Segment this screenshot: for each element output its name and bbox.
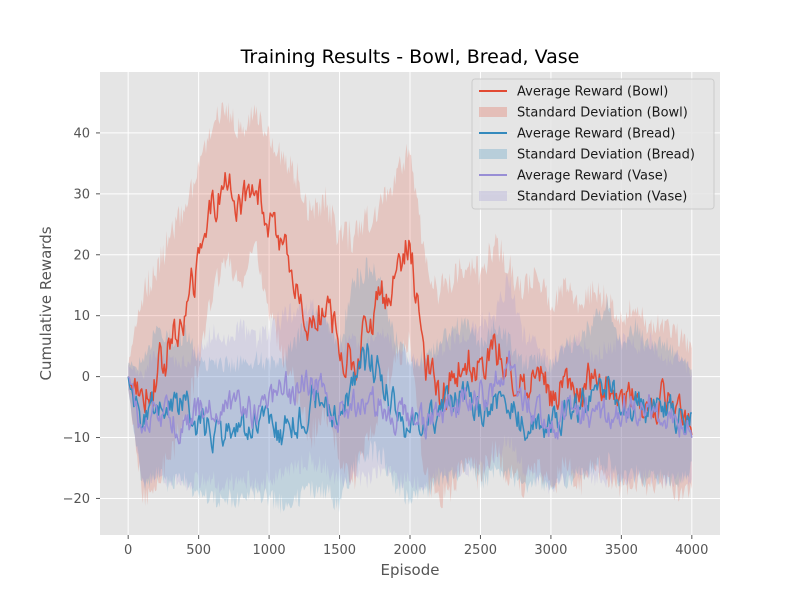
legend-band-swatch: [479, 149, 507, 159]
legend-band-swatch: [479, 107, 507, 117]
y-tick-label: 40: [73, 126, 90, 141]
x-tick-label: 4000: [675, 543, 708, 558]
legend-entry-label: Standard Deviation (Bread): [517, 148, 695, 163]
y-tick-label: 0: [82, 370, 90, 385]
legend-box: [471, 78, 715, 210]
x-tick-label: 1000: [253, 543, 286, 558]
legend-entry-label: Standard Deviation (Bowl): [517, 106, 688, 121]
legend-entry-label: Standard Deviation (Vase): [517, 190, 687, 205]
y-tick-label: −20: [63, 492, 90, 507]
std-band-bread: [128, 257, 692, 514]
x-tick-label: 3500: [605, 543, 638, 558]
y-tick-label: −10: [63, 431, 90, 446]
legend-entry-label: Average Reward (Bowl): [517, 85, 668, 100]
mean-line-vase: [127, 350, 693, 445]
std-bands: [128, 102, 692, 514]
x-tick-label: 0: [124, 543, 132, 558]
legend: Average Reward (Bowl) Standard Deviation …: [471, 78, 715, 210]
legend-entry-label: Average Reward (Bread): [517, 127, 675, 142]
y-tick-label: 10: [73, 309, 90, 324]
y-tick-label: 20: [73, 248, 90, 263]
mean-line-bread: [127, 343, 692, 454]
x-tick-label: 500: [186, 543, 211, 558]
ticks: 0 500 1000 1500 2000 2500 3000 3500 4000 −20 −10 0 1…: [63, 126, 709, 558]
x-tick-label: 3000: [534, 543, 567, 558]
x-tick-label: 1500: [323, 543, 356, 558]
y-tick-label: 30: [73, 187, 90, 202]
x-axis-label: Episode: [381, 561, 440, 579]
std-band-vase: [128, 273, 692, 496]
legend-band-swatch: [479, 191, 507, 201]
std-band-bowl: [128, 102, 692, 509]
y-axis-label: Cumulative Rewards: [37, 226, 55, 380]
x-tick-label: 2000: [393, 543, 426, 558]
legend-entry-label: Average Reward (Vase): [517, 169, 668, 184]
mean-lines: [127, 171, 693, 454]
chart-title: Training Results - Bowl, Bread, Vase: [240, 46, 580, 68]
x-tick-label: 2500: [464, 543, 497, 558]
